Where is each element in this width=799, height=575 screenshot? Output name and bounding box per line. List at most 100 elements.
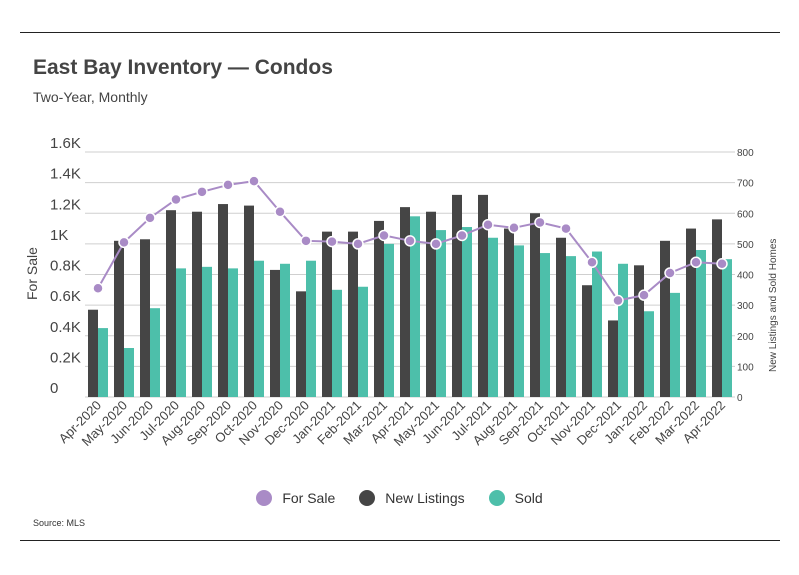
bar-sold: [384, 243, 394, 397]
bar-new-listings: [348, 231, 358, 397]
bar-new-listings: [296, 291, 306, 397]
bar-sold: [514, 245, 524, 397]
legend-swatch-sold: [488, 490, 505, 506]
bar-new-listings: [608, 320, 618, 397]
right-tick-label: 800: [737, 148, 754, 159]
legend: For Sale New Listings Sold: [0, 490, 799, 506]
bar-sold: [644, 311, 654, 397]
bar-new-listings: [504, 228, 514, 397]
for-sale-point: [300, 235, 312, 247]
bar-new-listings: [140, 239, 150, 397]
left-tick-label: 1.6K: [50, 135, 81, 152]
left-tick-label: 1K: [50, 227, 68, 244]
bar-sold: [670, 292, 680, 397]
left-tick-label: 0: [50, 380, 58, 397]
for-sale-point: [586, 256, 598, 268]
for-sale-point: [378, 229, 390, 242]
legend-label-for-sale: For Sale: [282, 490, 336, 506]
bar-new-listings: [322, 231, 332, 397]
left-tick-label: 0.4K: [50, 319, 81, 336]
bar-sold: [410, 216, 420, 397]
right-tick-label: 200: [737, 332, 754, 343]
top-rule: [20, 32, 780, 33]
bar-sold: [722, 259, 732, 397]
bar-new-listings: [530, 213, 540, 397]
bar-sold: [228, 268, 238, 397]
bar-sold: [150, 308, 160, 397]
right-tick-label: 500: [737, 240, 754, 251]
bar-sold: [332, 289, 342, 397]
for-sale-point: [170, 193, 182, 206]
chart-subtitle: Two-Year, Monthly: [33, 89, 148, 105]
right-tick-label: 0: [737, 393, 743, 404]
bar-sold: [436, 230, 446, 397]
for-sale-point: [144, 212, 156, 224]
for-sale-line: [92, 175, 728, 307]
right-tick-label: 300: [737, 301, 754, 312]
bar-new-listings: [400, 207, 410, 397]
legend-item-new-listings: New Listings: [359, 490, 465, 506]
left-tick-label: 1.2K: [50, 196, 81, 213]
legend-swatch-for-sale: [256, 490, 273, 506]
legend-item-for-sale: For Sale: [256, 490, 335, 506]
bar-new-listings: [114, 240, 124, 397]
bar-sold: [280, 263, 290, 397]
legend-swatch-new-listings: [359, 490, 376, 506]
bar-new-listings: [452, 194, 462, 397]
for-sale-point: [690, 256, 702, 268]
bar-new-listings: [582, 285, 592, 397]
for-sale-point: [560, 222, 572, 235]
for-sale-point: [222, 179, 234, 191]
left-tick-label: 0.2K: [50, 349, 81, 366]
bar-new-listings: [634, 265, 644, 397]
for-sale-point: [612, 294, 624, 307]
bar-sold: [488, 237, 498, 397]
bar-sold: [306, 260, 316, 397]
for-sale-point: [508, 222, 520, 234]
for-sale-point: [456, 229, 468, 242]
bottom-rule: [20, 540, 780, 541]
for-sale-point: [404, 235, 416, 247]
for-sale-point: [248, 175, 260, 187]
bar-sold: [254, 260, 264, 397]
for-sale-point: [638, 289, 650, 301]
for-sale-point: [274, 205, 286, 218]
bar-sold: [202, 266, 212, 397]
for-sale-point: [664, 267, 676, 279]
bar-sold: [358, 286, 368, 397]
bar-new-listings: [88, 309, 98, 397]
bar-new-listings: [712, 219, 722, 397]
for-sale-point: [534, 216, 546, 229]
bar-new-listings: [192, 211, 202, 397]
right-axis-title: New Listings and Sold Homes: [768, 239, 779, 372]
bar-sold: [540, 253, 550, 397]
legend-item-sold: Sold: [488, 490, 543, 506]
bar-new-listings: [244, 205, 254, 397]
right-tick-label: 400: [737, 271, 754, 282]
bar-new-listings: [660, 240, 670, 397]
bar-new-listings: [478, 194, 488, 397]
bar-new-listings: [218, 204, 228, 397]
legend-label-sold: Sold: [514, 490, 543, 506]
left-tick-label: 1.4K: [50, 166, 81, 183]
bar-sold: [462, 227, 472, 397]
for-sale-point: [118, 236, 130, 249]
bar-new-listings: [270, 269, 280, 397]
source-note: Source: MLS: [33, 518, 86, 528]
bar-sold: [696, 250, 706, 397]
for-sale-point: [430, 238, 442, 250]
bar-new-listings: [374, 220, 384, 397]
right-tick-label: 600: [737, 209, 754, 220]
for-sale-point: [482, 218, 494, 231]
bar-sold: [618, 263, 628, 397]
for-sale-point: [92, 282, 104, 295]
for-sale-point: [196, 186, 208, 198]
bar-sold: [592, 251, 602, 397]
left-tick-label: 0.6K: [50, 288, 81, 305]
for-sale-point: [326, 235, 338, 248]
for-sale-point: [352, 238, 364, 250]
legend-label-new-listings: New Listings: [385, 490, 465, 506]
left-axis-title: For Sale: [24, 247, 40, 300]
bar-sold: [98, 328, 108, 397]
